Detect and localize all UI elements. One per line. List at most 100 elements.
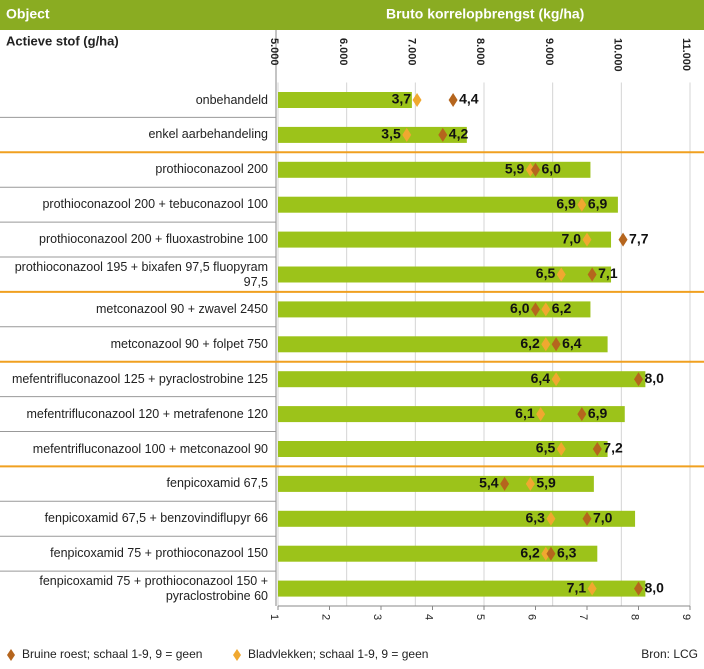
marker-diamond (438, 127, 448, 142)
legend-swatch (7, 649, 15, 661)
marker-diamond (412, 93, 422, 107)
marker-diamond (546, 511, 556, 526)
bar (278, 161, 591, 178)
header-left: Object (6, 6, 50, 22)
data-label: 5,9 (505, 161, 525, 177)
x-tick-label: 9.000 (543, 38, 555, 66)
bar (278, 266, 612, 283)
bar (278, 441, 608, 457)
x2-tick-label: 5 (474, 614, 486, 620)
marker-diamond (551, 372, 561, 387)
marker-diamond (618, 232, 628, 247)
marker-diamond (592, 442, 602, 456)
x-tick-label: 10.000 (611, 38, 623, 72)
data-label: 6,5 (536, 440, 556, 456)
data-label: 6,2 (552, 300, 572, 316)
x-tick-label: 7.000 (405, 38, 417, 66)
category-label: metconazool 90 + zwavel 2450 (96, 301, 268, 316)
category-label: onbehandeld (195, 92, 268, 107)
bar (278, 231, 612, 248)
marker-diamond (587, 581, 597, 596)
x-tick-label: 8.000 (474, 38, 486, 66)
marker-diamond (541, 302, 551, 317)
category-label: mefentrifluconazool 120 + metrafenone 12… (26, 406, 268, 421)
data-label: 7,1 (598, 265, 618, 281)
marker-diamond (556, 442, 566, 456)
marker-diamond (541, 546, 551, 561)
x-tick-label: 11.000 (680, 38, 692, 71)
data-label: 5,4 (479, 475, 499, 491)
category-label: mefentrifluconazool 125 + pyraclostrobin… (11, 371, 268, 386)
marker-diamond (546, 546, 556, 561)
category-label: fenpicoxamid 75 + prothioconazool 150 + … (39, 573, 268, 603)
category-label: fenpicoxamid 75 + prothioconazool 150 (50, 546, 268, 561)
data-label: 6,0 (542, 161, 562, 177)
data-label: 3,7 (392, 91, 412, 107)
marker-diamond (536, 407, 546, 422)
marker-diamond (402, 127, 412, 142)
bar (278, 196, 618, 213)
marker-diamond (551, 337, 561, 352)
x2-tick-label: 2 (320, 614, 332, 620)
bar (278, 126, 467, 143)
category-label: fenpicoxamid 67,5 (166, 476, 268, 491)
bar (278, 475, 594, 492)
data-label: 6,2 (520, 544, 540, 560)
marker-diamond (634, 372, 643, 387)
category-label: prothioconazool 200 + fluoxastrobine 100 (39, 232, 268, 247)
category-label: mefentrifluconazool 100 + metconazool 90 (32, 441, 268, 456)
marker-diamond (582, 511, 592, 526)
marker-diamond (587, 267, 597, 282)
x2-tick-label: 6 (526, 614, 538, 620)
marker-diamond (525, 476, 535, 491)
marker-diamond (634, 581, 643, 596)
data-label: 6,5 (536, 265, 556, 281)
x2-tick-label: 4 (423, 614, 435, 620)
legend-swatch (233, 649, 241, 661)
marker-diamond (577, 407, 587, 422)
data-label: 7,0 (593, 510, 613, 526)
x-tick-label: 5.000 (268, 38, 280, 66)
data-label: 6,9 (588, 195, 608, 211)
legend-label: Bladvlekken; schaal 1-9, 9 = geen (248, 647, 428, 661)
data-label: 6,9 (556, 195, 576, 211)
data-label: 6,1 (515, 405, 535, 421)
marker-diamond (531, 302, 540, 317)
data-label: 3,5 (381, 126, 401, 142)
bar (278, 545, 598, 562)
bar (278, 336, 608, 353)
bar (278, 406, 625, 423)
data-label: 6,3 (557, 544, 577, 560)
category-label: prothioconazool 200 + tebuconazool 100 (42, 197, 268, 212)
category-label: prothioconazool 195 + bixafen 97,5 fluop… (14, 259, 268, 289)
category-label: metconazool 90 + folpet 750 (110, 336, 268, 351)
marker-diamond (556, 267, 566, 282)
marker-diamond (531, 162, 540, 177)
data-label: 6,3 (525, 510, 545, 526)
bar (278, 371, 646, 388)
data-label: 6,4 (562, 335, 582, 351)
header-bar (0, 0, 704, 30)
data-label: 7,0 (562, 230, 582, 246)
bar (278, 301, 591, 318)
data-label: 6,2 (520, 335, 540, 351)
data-label: 8,0 (645, 370, 665, 386)
data-label: 5,9 (536, 475, 556, 491)
data-label: 7,1 (567, 579, 587, 595)
marker-diamond (448, 93, 458, 107)
marker-diamond (582, 232, 592, 247)
data-label: 6,0 (510, 300, 530, 316)
data-label: 4,2 (449, 126, 469, 142)
bar (278, 580, 646, 597)
marker-diamond (525, 162, 535, 177)
data-label: 8,0 (645, 579, 665, 595)
data-label: 6,9 (588, 405, 608, 421)
x2-tick-label: 3 (371, 614, 383, 620)
bar (278, 92, 412, 108)
category-label: fenpicoxamid 67,5 + benzovindiflupyr 66 (44, 511, 268, 526)
legend-label: Bruine roest; schaal 1-9, 9 = geen (22, 647, 202, 661)
subheader-left: Actieve stof (g/ha) (6, 33, 119, 48)
x2-tick-label: 8 (629, 614, 641, 620)
marker-diamond (541, 337, 551, 352)
